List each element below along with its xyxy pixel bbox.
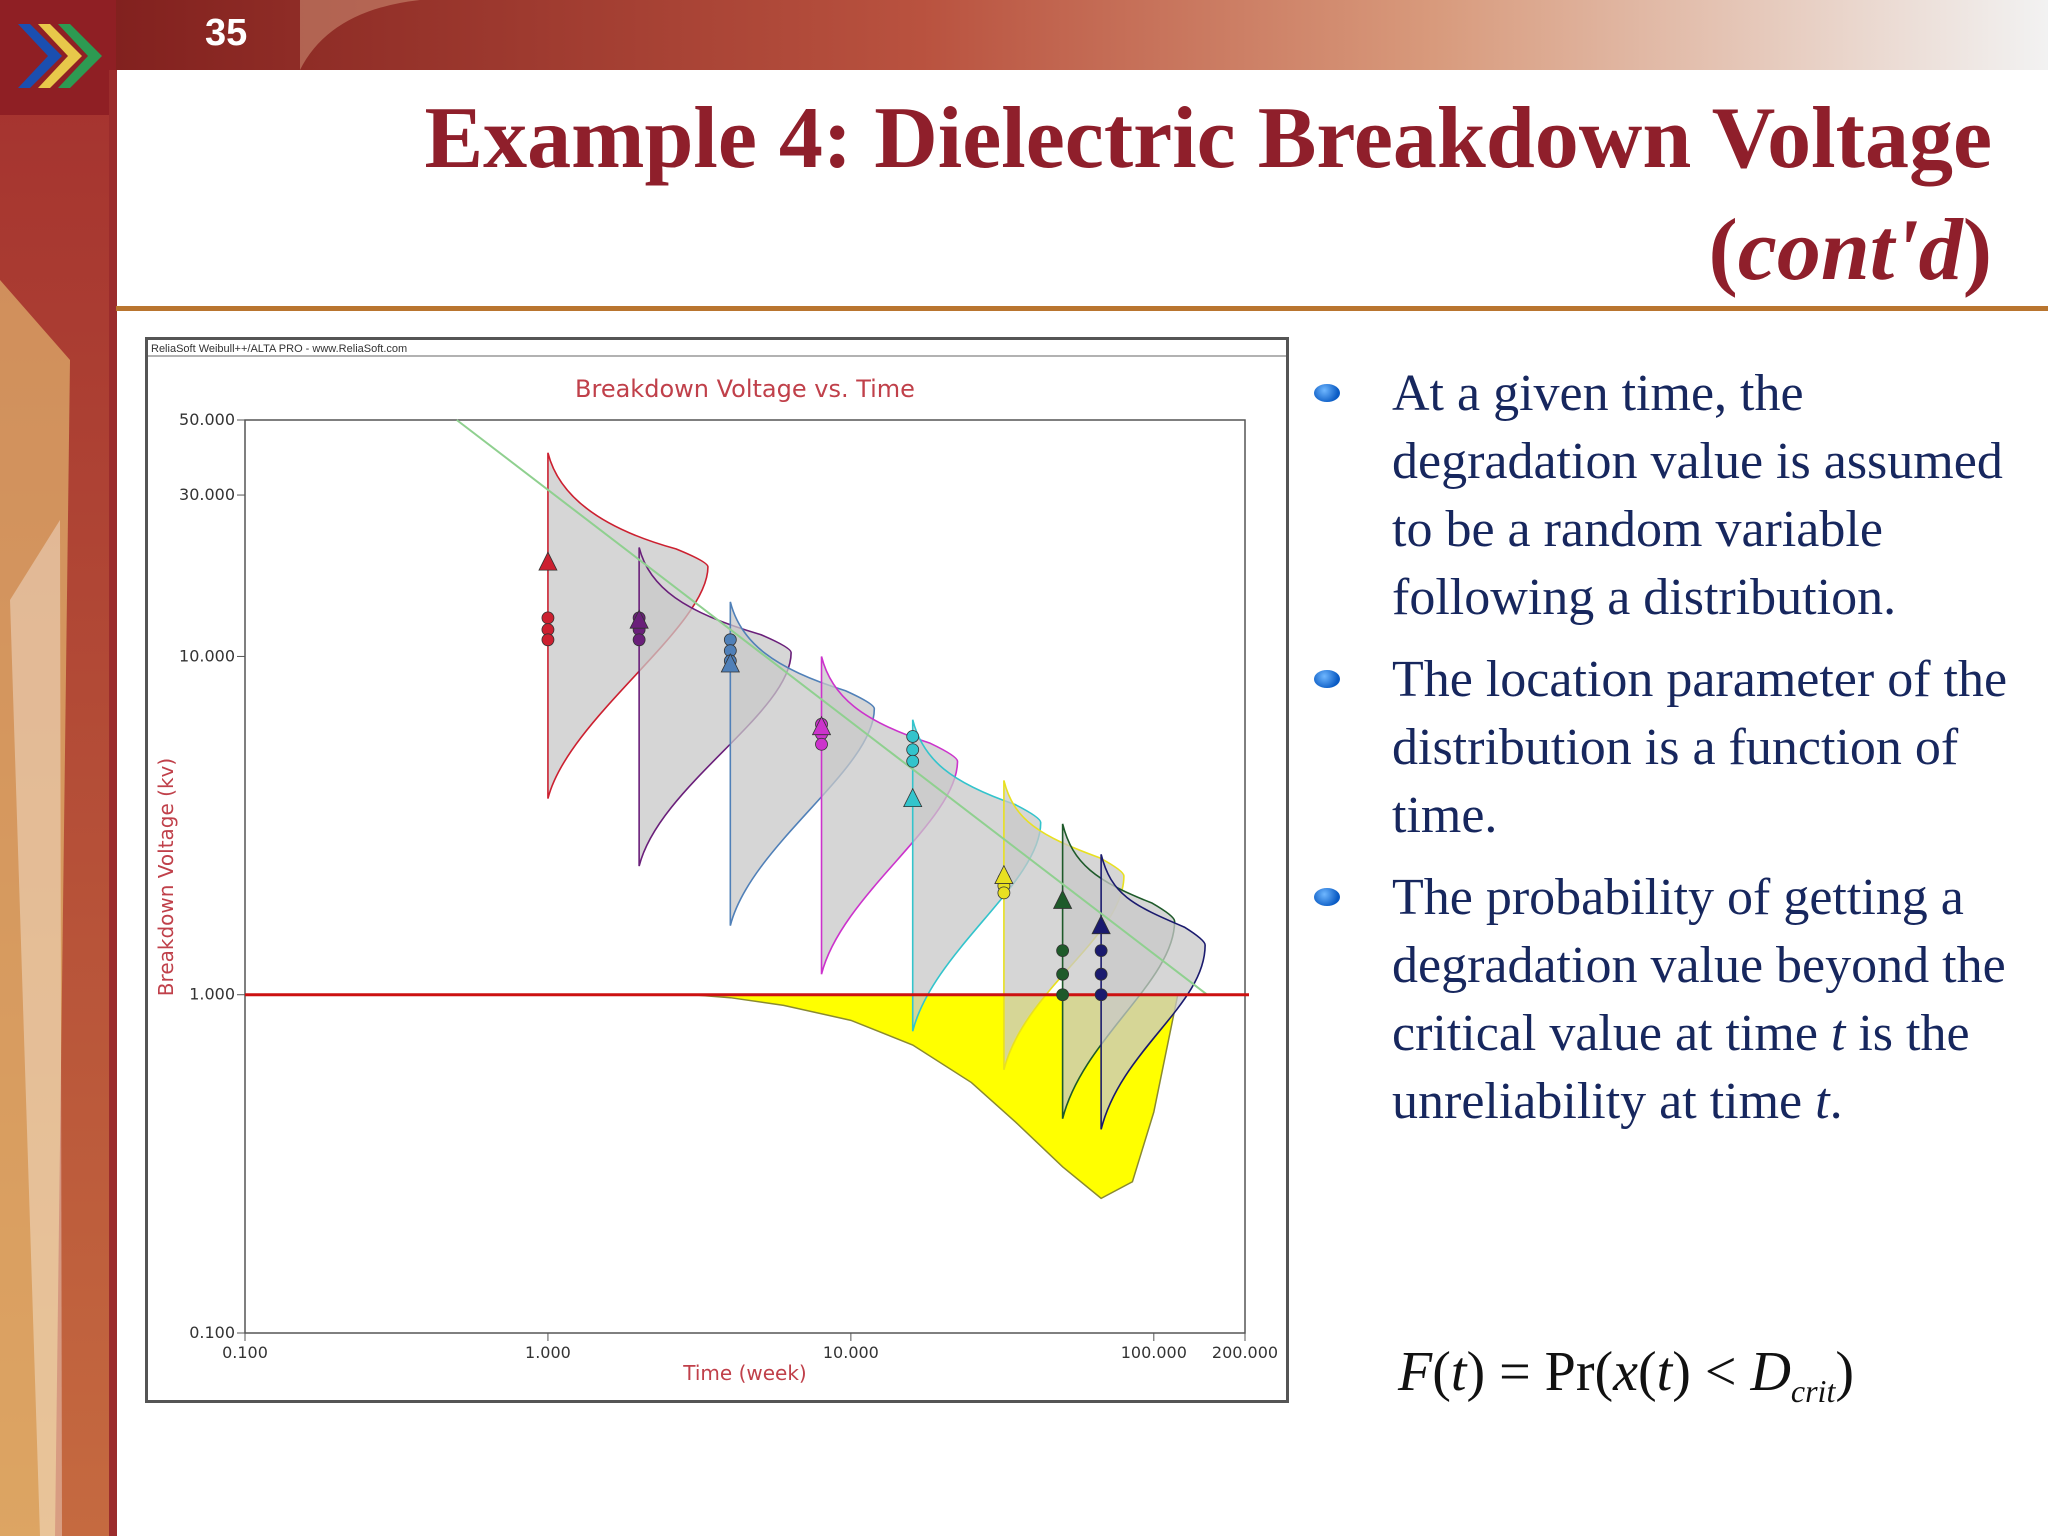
observation-point (1056, 988, 1070, 1002)
bullet-text-1: At a given time, the degradation value i… (1392, 365, 2003, 626)
formula-f: F (1398, 1341, 1433, 1403)
y-axis-label: Breakdown Voltage (kv) (154, 758, 178, 996)
observation-point (906, 730, 920, 743)
mean-marker (720, 653, 740, 673)
observation-point (1094, 967, 1108, 981)
observation-point (1094, 988, 1108, 1002)
bullet-item-3: The probability of getting a degradation… (1310, 864, 2030, 1136)
observation-point (541, 633, 555, 647)
observation-point (815, 737, 828, 751)
formula-t: t (1450, 1341, 1467, 1403)
slide-title-line1: Example 4: Dielectric Breakdown Voltage (424, 90, 1992, 187)
pdf-shape-8 (1100, 854, 1206, 1130)
software-label: ReliaSoft Weibull++/ALTA PRO - www.Relia… (151, 343, 407, 355)
plot-frame (244, 419, 1246, 1334)
y-tick-label: 10.000 (179, 646, 235, 665)
x-axis-label: Time (week) (682, 1361, 806, 1385)
observation-point (723, 633, 737, 647)
formula-close: ) (1835, 1341, 1854, 1403)
observation-point (541, 611, 555, 625)
bullet-text-3c: is the unreliability at time (1392, 1005, 1970, 1130)
formula-t2: t (1656, 1341, 1673, 1403)
bullet-text-3a: The probability of getting a degradation… (1392, 869, 2006, 1062)
x-tick-label: 10.000 (823, 1343, 879, 1362)
bullet-item-1: At a given time, the degradation value i… (1310, 360, 2030, 632)
x-tick-label: 0.100 (222, 1343, 268, 1362)
breakdown-voltage-chart: ReliaSoft Weibull++/ALTA PRO - www.Relia… (148, 343, 1286, 1385)
formula-lt: ) < (1672, 1341, 1751, 1403)
x-tick-label: 100.000 (1121, 1343, 1187, 1362)
y-tick-label: 50.000 (179, 410, 235, 429)
bullet-item-2: The location parameter of the distributi… (1310, 646, 2030, 850)
mean-marker (629, 609, 649, 629)
observation-point (632, 633, 646, 647)
unreliability-area (692, 993, 1179, 1200)
observation-point (906, 754, 920, 768)
y-tick-label: 30.000 (179, 485, 235, 504)
title-italic: cont'd (1737, 202, 1963, 299)
mean-marker (994, 864, 1014, 884)
bullet-text-3b: t (1830, 1005, 1846, 1062)
paren-open: ( (1708, 202, 1738, 299)
chart-title: Breakdown Voltage vs. Time (575, 375, 915, 403)
observation-point (1056, 967, 1070, 981)
y-tick-label: 0.100 (189, 1323, 235, 1342)
bullet-icon (1314, 384, 1340, 402)
bullet-icon (1314, 670, 1340, 688)
mean-marker (1052, 889, 1073, 909)
x-tick-label: 200.000 (1212, 1343, 1278, 1362)
observation-point (1056, 944, 1070, 958)
y-tick-label: 1.000 (189, 985, 235, 1004)
logo-chevron-icon (18, 24, 102, 88)
chart-panel: ReliaSoft Weibull++/ALTA PRO - www.Relia… (145, 337, 1289, 1403)
formula-x: x (1613, 1341, 1638, 1403)
bullet-text-3d: t (1815, 1073, 1830, 1130)
pdf-shape-1 (547, 452, 709, 799)
mean-marker (1091, 914, 1111, 935)
observation-point (906, 743, 920, 757)
pdf-shape-4 (820, 656, 959, 975)
mean-marker (538, 551, 558, 571)
mean-marker (811, 715, 832, 736)
bullet-text-3e: . (1829, 1073, 1843, 1130)
bullet-list: At a given time, the degradation value i… (1310, 360, 2030, 1150)
paren-close: ) (1962, 202, 1992, 299)
observation-point (997, 886, 1011, 900)
x-tick-label: 1.000 (525, 1343, 571, 1362)
slide-title-line2: (cont'd) (1708, 200, 1992, 301)
pdf-shape-3 (729, 601, 876, 926)
mean-marker (903, 787, 923, 807)
bullet-icon (1314, 888, 1340, 906)
bullet-text-2: The location parameter of the distributi… (1392, 651, 2008, 844)
observation-point (1094, 944, 1108, 958)
unreliability-formula: F(t) = Pr(x(t) < Dcrit) (1398, 1341, 1854, 1410)
formula-d: D (1750, 1341, 1791, 1403)
slide-number: 35 (205, 12, 248, 54)
pdf-shape-5 (911, 719, 1042, 1032)
formula-sub: crit (1790, 1373, 1836, 1410)
formula-eq: = Pr( (1485, 1341, 1614, 1403)
fit-line (456, 419, 1208, 996)
pdf-shape-2 (638, 547, 792, 867)
